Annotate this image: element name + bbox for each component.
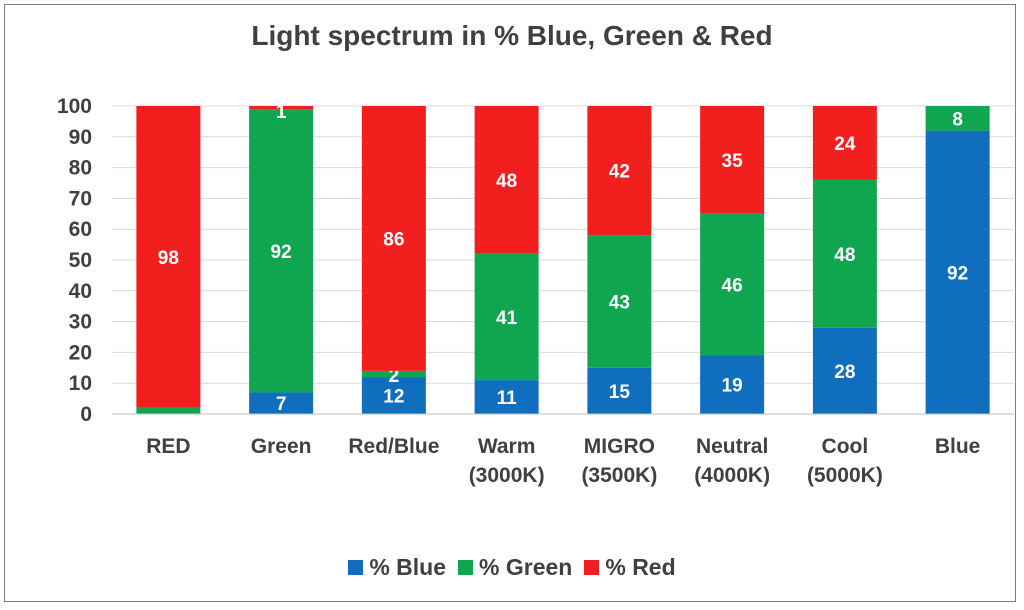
x-category-label: Green	[251, 435, 312, 458]
data-label: 24	[834, 134, 856, 155]
data-label: 12	[383, 387, 404, 408]
bar-segment-blue	[700, 355, 765, 414]
legend-item: % Blue	[348, 554, 446, 581]
bar-segment-green	[700, 213, 765, 356]
bar-segment-blue	[587, 367, 652, 414]
bar-segment-green	[812, 179, 877, 328]
bar-segment-green	[474, 253, 539, 381]
x-category-label: Neutral	[696, 435, 768, 458]
x-category-label: (5000K)	[807, 464, 883, 487]
data-label: 92	[271, 242, 292, 263]
bar-segment-red	[136, 106, 201, 408]
bar-segment-green	[136, 407, 201, 414]
bar-segment-green	[361, 370, 426, 378]
y-tick-label: 20	[69, 341, 92, 364]
y-tick-label: 40	[69, 280, 92, 303]
y-tick-label: 80	[69, 157, 92, 180]
data-label: 1	[276, 102, 287, 123]
bar-segment-red	[812, 106, 877, 180]
data-label: 11	[497, 388, 518, 409]
bar-segment-blue	[474, 380, 539, 414]
data-label: 43	[609, 293, 630, 314]
x-category-label: (4000K)	[694, 464, 770, 487]
bar-segment-green	[587, 235, 652, 368]
y-tick-label: 60	[69, 218, 92, 241]
x-category-label: RED	[146, 435, 190, 458]
y-tick-label: 100	[57, 95, 92, 118]
x-category-label: Warm	[478, 435, 536, 458]
x-category-label: Blue	[935, 435, 981, 458]
bar-segment-blue	[812, 327, 877, 414]
y-tick-label: 90	[69, 126, 92, 149]
bar-segment-green	[249, 109, 314, 393]
legend-item: % Green	[458, 554, 572, 581]
bar-segment-blue	[925, 130, 990, 414]
data-label: 15	[609, 382, 631, 403]
legend-swatch	[348, 560, 364, 575]
data-label: 7	[276, 394, 287, 415]
data-label: 48	[496, 171, 517, 192]
y-tick-label: 30	[69, 311, 92, 334]
legend-swatch	[458, 560, 474, 575]
chart-title: Light spectrum in % Blue, Green & Red	[251, 20, 773, 51]
data-label: 98	[158, 248, 179, 269]
bar-segment-red	[474, 106, 539, 254]
legend-item: % Red	[584, 554, 676, 581]
x-category-label: MIGRO	[584, 435, 655, 458]
x-category-label: (3500K)	[581, 464, 657, 487]
chart-legend: % Blue % Green % Red	[0, 554, 1024, 581]
bar-segment-blue	[361, 377, 426, 414]
bar-segment-red	[587, 106, 652, 236]
data-label: 35	[722, 151, 744, 172]
data-label: 86	[383, 229, 404, 250]
data-label: 42	[609, 162, 630, 183]
legend-label: % Red	[605, 554, 676, 580]
y-tick-label: 10	[69, 372, 92, 395]
x-category-label: Cool	[822, 435, 869, 458]
data-label: 46	[722, 276, 743, 297]
data-label: 28	[834, 362, 855, 383]
data-label: 8	[952, 109, 963, 130]
data-label: 92	[947, 263, 968, 284]
y-tick-label: 0	[80, 403, 92, 426]
legend-label: % Blue	[369, 554, 447, 580]
bar-segment-red	[249, 106, 314, 110]
y-tick-label: 70	[69, 187, 92, 210]
data-label: 41	[496, 308, 518, 329]
bar-segment-red	[361, 106, 426, 371]
y-tick-label: 50	[69, 249, 92, 272]
data-label: 2	[389, 366, 400, 387]
bar-segment-red	[700, 106, 765, 214]
x-category-label: Red/Blue	[348, 435, 439, 458]
legend-swatch	[584, 560, 600, 575]
bar-segment-green	[925, 106, 990, 131]
x-category-label: (3000K)	[469, 464, 545, 487]
bar-segment-blue	[249, 392, 314, 414]
data-label: 19	[722, 376, 743, 397]
legend-label: % Green	[479, 554, 573, 580]
data-label: 48	[834, 245, 855, 266]
